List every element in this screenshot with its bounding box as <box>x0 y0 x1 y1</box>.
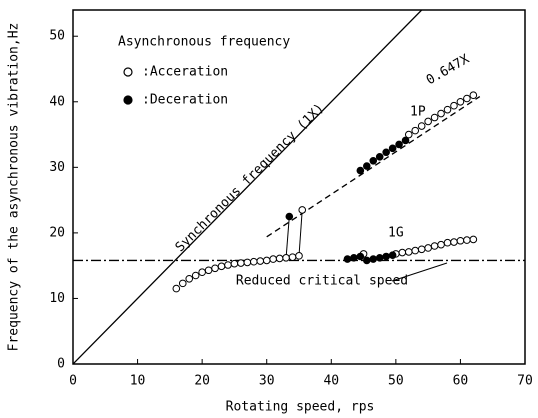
annotation: 1P <box>410 105 426 120</box>
jump-line <box>285 216 290 258</box>
point <box>369 156 378 165</box>
point <box>375 253 384 262</box>
point <box>417 122 426 130</box>
point <box>256 257 265 265</box>
x-tick-label: 70 <box>517 374 533 389</box>
reference-label: 0.647X <box>424 52 472 89</box>
reference-label: Reduced critical speed <box>236 274 408 289</box>
annotation: 1G <box>388 226 404 241</box>
point <box>211 264 219 273</box>
legend-title: Asynchronous frequency <box>118 35 290 50</box>
legend-marker <box>123 95 133 105</box>
y-tick-label: 20 <box>49 225 65 240</box>
point <box>237 259 245 267</box>
reference-line <box>73 10 423 364</box>
point <box>298 206 307 214</box>
point <box>369 255 378 263</box>
point <box>443 105 452 114</box>
reference-label: Synchronous frequency (1X) <box>173 101 328 256</box>
point <box>375 153 384 161</box>
point <box>230 259 239 268</box>
point <box>250 257 258 266</box>
point <box>382 252 390 261</box>
x-tick-label: 0 <box>69 374 77 389</box>
point <box>382 148 390 157</box>
point <box>191 271 200 280</box>
pointer <box>391 262 448 282</box>
x-tick-label: 50 <box>388 374 404 389</box>
x-tick-label: 10 <box>130 374 146 389</box>
legend-label: :Acceration <box>142 65 228 80</box>
point <box>443 238 452 247</box>
point <box>178 279 187 288</box>
point <box>463 94 471 103</box>
point <box>269 255 277 263</box>
point <box>456 97 465 106</box>
y-tick-label: 30 <box>49 160 65 175</box>
legend-marker <box>123 67 133 77</box>
point <box>224 261 232 269</box>
point <box>217 262 226 271</box>
point <box>411 246 420 255</box>
point <box>282 253 290 262</box>
point <box>262 256 271 265</box>
point <box>285 212 294 221</box>
point <box>450 101 458 110</box>
point <box>204 266 213 275</box>
point <box>275 254 284 263</box>
x-tick-label: 40 <box>323 374 339 389</box>
point <box>363 256 371 265</box>
point <box>350 253 358 262</box>
point <box>398 248 407 257</box>
point <box>404 248 413 256</box>
point <box>356 252 365 261</box>
point <box>288 253 297 261</box>
point <box>295 252 303 260</box>
point <box>404 130 413 139</box>
x-tick-label: 60 <box>453 374 469 389</box>
x-tick-label: 30 <box>259 374 275 389</box>
point <box>469 235 478 244</box>
point <box>395 140 403 149</box>
point <box>411 126 420 135</box>
y-tick-label: 0 <box>57 357 65 372</box>
point <box>430 113 439 122</box>
x-axis-label: Rotating speed, rps <box>226 400 375 415</box>
point <box>243 258 252 267</box>
y-tick-label: 10 <box>49 291 65 306</box>
point <box>388 251 397 259</box>
point <box>343 255 352 263</box>
point <box>456 236 465 245</box>
x-tick-label: 20 <box>194 374 210 389</box>
point <box>185 274 194 283</box>
jump-line <box>298 209 303 256</box>
point <box>401 136 410 145</box>
point <box>424 244 432 252</box>
point <box>388 144 397 153</box>
point <box>450 238 458 246</box>
point <box>437 109 445 118</box>
point <box>437 240 445 249</box>
point <box>463 236 471 244</box>
point <box>356 166 365 175</box>
y-axis-label: Frequency of the asynchronous vibration,… <box>7 23 22 352</box>
point <box>430 242 439 250</box>
point <box>424 117 432 126</box>
point <box>469 91 478 100</box>
y-tick-label: 50 <box>49 29 65 44</box>
legend-label: :Deceration <box>142 93 228 108</box>
y-tick-label: 40 <box>49 94 65 109</box>
point <box>363 162 371 170</box>
plot-frame <box>72 9 526 365</box>
point <box>198 268 206 277</box>
point <box>417 245 426 254</box>
point <box>172 284 181 293</box>
